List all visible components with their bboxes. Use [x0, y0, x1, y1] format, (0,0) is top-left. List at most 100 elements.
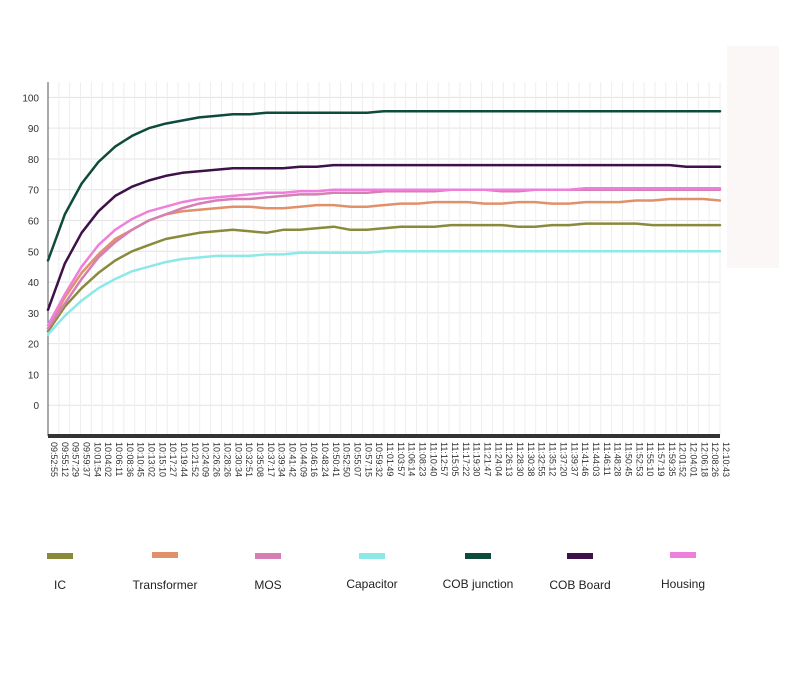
series-line-2 [46, 188, 722, 330]
x-tick-label: 11:21:47 [483, 442, 493, 476]
x-tick-label: 09:57:29 [71, 442, 81, 477]
series-line-5 [46, 163, 722, 312]
legend-swatch [152, 552, 178, 558]
x-tick-label: 10:48:24 [320, 442, 330, 477]
x-tick-label: 11:08:23 [418, 442, 428, 476]
x-tick-label: 11:55:10 [645, 442, 655, 476]
x-tick-label: 11:10:40 [428, 442, 438, 476]
y-tick-label: 80 [28, 155, 40, 166]
series-line-0 [46, 222, 722, 333]
x-tick-label: 12:08:26 [710, 442, 720, 477]
legend-swatch [359, 553, 385, 559]
x-tick-label: 12:04:01 [688, 442, 698, 477]
legend-swatch [670, 552, 696, 558]
legend: IC Transformer MOS Capacitor COB junction COB… [47, 552, 705, 592]
legend-label: Capacitor [346, 577, 397, 591]
x-tick-label: 11:46:11 [602, 442, 612, 476]
x-tick-label: 10:35:08 [255, 442, 265, 477]
x-tick-label: 11:41:46 [580, 442, 590, 476]
x-tick-label: 10:28:26 [222, 442, 232, 477]
legend-label: Housing [661, 577, 705, 591]
x-tick-label: 12:06:18 [699, 442, 709, 477]
x-tick-label: 10:10:45 [136, 442, 146, 477]
y-tick-label: 30 [28, 309, 40, 320]
legend-label: Transformer [133, 578, 198, 592]
x-tick-label: 10:01:54 [92, 442, 102, 477]
x-tick-label: 11:26:13 [504, 442, 514, 476]
x-tick-label: 11:35:12 [548, 442, 558, 476]
x-tick-label: 11:15:05 [450, 442, 460, 476]
y-tick-label: 60 [28, 217, 40, 228]
legend-label: COB junction [443, 577, 514, 591]
y-tick-label: 20 [28, 340, 40, 351]
x-tick-label: 11:19:30 [472, 442, 482, 476]
grid [47, 82, 721, 436]
axes: 0 10 20 30 40 50 60 70 80 90 100 [22, 82, 720, 438]
x-tick-label: 11:59:35 [667, 442, 677, 476]
x-tick-label: 10:17:27 [168, 442, 178, 477]
series-line-3 [46, 250, 722, 336]
x-tick-label: 10:13:02 [147, 442, 157, 477]
x-tick-label: 10:57:15 [363, 442, 373, 477]
legend-swatch [47, 553, 73, 559]
x-tick-label: 10:30:34 [233, 442, 243, 477]
x-tick-label: 11:06:14 [407, 442, 417, 476]
x-tick-label: 11:32:55 [537, 442, 547, 476]
x-tick-label: 11:52:53 [634, 442, 644, 476]
x-tick-label: 11:12:57 [439, 442, 449, 476]
x-tick-label: 10:06:11 [114, 442, 124, 476]
series-line-6 [46, 186, 722, 327]
x-tick-label: 10:24:09 [201, 442, 211, 477]
x-tick-label: 11:24:04 [493, 442, 503, 476]
x-tick-label: 10:04:02 [103, 442, 113, 477]
x-tick-labels: 09:52:55 09:55:12 09:57:29 09:59:37 10:01:54… [49, 442, 731, 477]
side-panel [727, 46, 779, 268]
x-tick-label: 10:15:10 [157, 442, 167, 477]
x-tick-label: 11:17:22 [461, 442, 471, 476]
x-tick-label: 10:39:34 [277, 442, 287, 477]
x-tick-label: 10:41:42 [287, 442, 297, 477]
y-tick-label: 70 [28, 186, 40, 197]
legend-swatch [465, 553, 491, 559]
x-tick-label: 11:03:57 [396, 442, 406, 476]
series-lines [46, 109, 722, 336]
x-tick-label: 11:44:03 [591, 442, 601, 476]
x-tick-label: 10:19:44 [179, 442, 189, 477]
series-line-4 [46, 109, 722, 262]
legend-swatch [567, 553, 593, 559]
x-tick-label: 10:46:16 [309, 442, 319, 477]
x-tick-label: 09:55:12 [60, 442, 70, 477]
legend-label: IC [54, 578, 66, 592]
x-tick-label: 10:50:41 [331, 442, 341, 477]
x-tick-label: 10:44:09 [298, 442, 308, 477]
x-tick-label: 10:37:17 [266, 442, 276, 477]
x-tick-label: 10:32:51 [244, 442, 254, 477]
x-tick-label: 11:30:38 [526, 442, 536, 476]
x-tick-label: 11:50:45 [623, 442, 633, 476]
x-tick-label: 09:52:55 [49, 442, 59, 477]
x-tick-label: 10:08:36 [125, 442, 135, 477]
x-tick-label: 10:55:07 [352, 442, 362, 477]
legend-swatch [255, 553, 281, 559]
y-tick-label: 10 [28, 370, 40, 381]
x-tick-label: 10:52:50 [342, 442, 352, 477]
x-tick-label: 12:10:43 [721, 442, 731, 477]
y-tick-label: 40 [28, 278, 40, 289]
y-tick-label: 100 [22, 93, 39, 104]
x-tick-label: 11:57:19 [656, 442, 666, 476]
x-tick-label: 11:28:30 [515, 442, 525, 476]
x-tick-label: 10:26:26 [212, 442, 222, 477]
x-tick-label: 11:39:37 [569, 442, 579, 476]
x-tick-label: 11:48:28 [613, 442, 623, 476]
x-tick-label: 12:01:52 [678, 442, 688, 477]
x-tick-label: 11:37:20 [558, 442, 568, 476]
legend-label: COB Board [549, 578, 610, 592]
x-tick-label: 10:21:52 [190, 442, 200, 477]
x-tick-label: 09:59:37 [82, 442, 92, 477]
x-tick-label: 11:01:49 [385, 442, 395, 476]
y-tick-label: 0 [33, 401, 39, 412]
y-tick-label: 90 [28, 124, 40, 135]
legend-label: MOS [254, 578, 281, 592]
y-tick-label: 50 [28, 247, 40, 258]
